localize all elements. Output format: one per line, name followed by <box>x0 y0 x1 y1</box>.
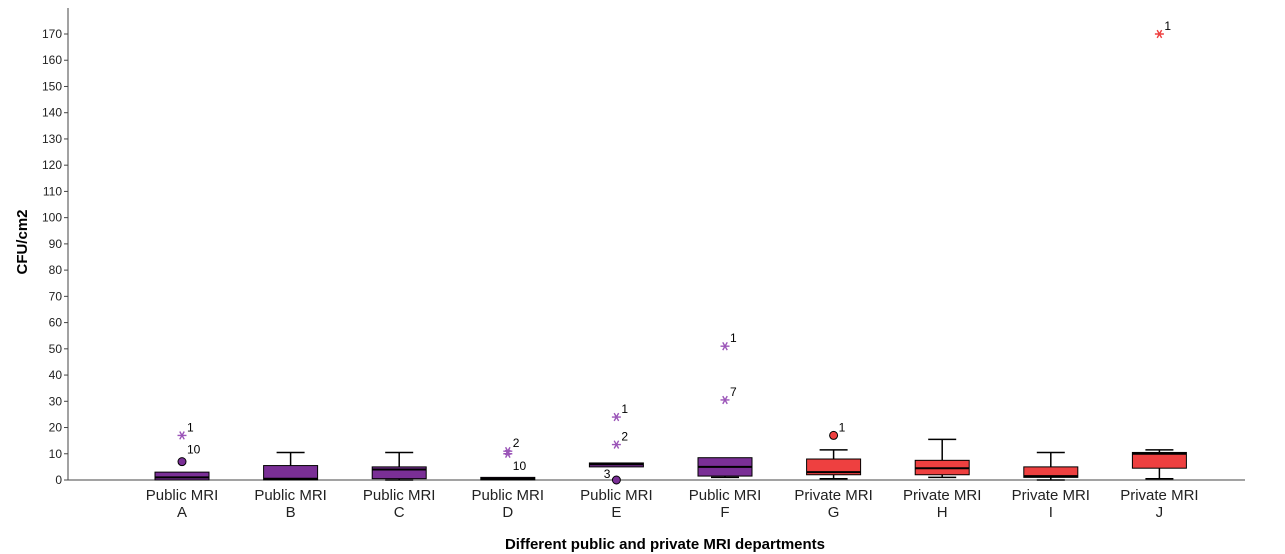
outlier-circle <box>611 475 621 485</box>
outlier-label: 10 <box>513 459 527 473</box>
iqr-box <box>263 465 319 481</box>
x-tick-label: Public MRI <box>146 487 219 504</box>
iqr-box <box>806 458 862 476</box>
iqr-box <box>154 471 210 481</box>
x-tick-label-letter: D <box>502 504 513 521</box>
outlier-label: 7 <box>730 385 737 399</box>
outlier-label: 10 <box>187 443 201 457</box>
outlier-star <box>503 449 513 459</box>
outlier-star <box>720 341 730 351</box>
outlier-label: 1 <box>839 420 846 434</box>
x-tick-label: Private MRI <box>1120 487 1198 504</box>
y-tick-label: 100 <box>42 211 62 225</box>
outlier-label: 2 <box>513 436 520 450</box>
x-tick-label-letter: A <box>177 504 187 521</box>
y-axis-title: CFU/cm2 <box>14 209 31 274</box>
box-f: 17 <box>697 331 753 479</box>
y-tick-label: 0 <box>55 473 62 487</box>
box-h <box>914 438 970 479</box>
box-e: 1 2 3 <box>588 402 644 485</box>
x-tick-label: Public MRI <box>363 487 436 504</box>
iqr-box <box>1131 451 1187 469</box>
x-tick-label: Public MRI <box>689 487 762 504</box>
box-d: 2 10 <box>480 436 536 481</box>
box-g: 1 <box>806 420 862 480</box>
y-tick-label: 20 <box>49 421 63 435</box>
x-axis-title: Different public and private MRI departm… <box>505 536 825 553</box>
y-tick-label: 120 <box>42 158 62 172</box>
y-tick-label: 40 <box>49 368 63 382</box>
outlier-star <box>177 431 187 440</box>
x-tick-label-letter: I <box>1049 504 1053 521</box>
iqr-box <box>371 466 427 480</box>
iqr-box <box>1023 466 1079 478</box>
x-tick-label: Public MRI <box>472 487 545 504</box>
outlier-circle <box>829 430 839 440</box>
x-tick-label-letter: B <box>286 504 296 521</box>
outlier-label: 1 <box>1164 19 1171 33</box>
y-tick-label: 80 <box>49 263 63 277</box>
y-tick-label: 130 <box>42 132 62 146</box>
y-tick-label: 10 <box>49 447 63 461</box>
y-tick-label: 150 <box>42 79 62 93</box>
y-tick-label: 90 <box>49 237 63 251</box>
y-tick-label: 30 <box>49 394 63 408</box>
box-a: 1 10 <box>154 420 210 481</box>
outlier-label: 1 <box>621 402 628 416</box>
x-tick-label: Private MRI <box>794 487 872 504</box>
y-tick-label: 70 <box>49 289 63 303</box>
y-tick-label: 170 <box>42 27 62 41</box>
y-tick-label: 110 <box>43 184 62 198</box>
outlier-star <box>503 446 513 456</box>
x-tick-label-letter: G <box>828 504 840 521</box>
box-c <box>371 451 427 481</box>
x-tick-label: Public MRI <box>254 487 327 504</box>
y-tick-label: 160 <box>42 53 62 67</box>
outlier-label: 1 <box>730 331 737 345</box>
x-tick-label-letter: F <box>720 504 729 521</box>
box-b <box>263 451 319 481</box>
x-tick-label: Public MRI <box>580 487 653 504</box>
outlier-star <box>611 440 621 449</box>
x-tick-label-letter: J <box>1156 504 1164 521</box>
outlier-star <box>611 412 621 422</box>
outlier-label: 3 <box>604 467 611 481</box>
y-axis: 0 10 20 30 40 50 60 70 80 90 100 110 120 130 140 150 160… <box>42 8 69 487</box>
y-tick-label: 60 <box>49 316 63 330</box>
x-tick-label-letter: C <box>394 504 405 521</box>
box-j: 1 <box>1131 19 1187 480</box>
outlier-circle <box>177 457 187 467</box>
x-tick-label: Private MRI <box>1012 487 1090 504</box>
x-tick-label-letter: H <box>937 504 948 521</box>
y-tick-label: 140 <box>42 106 62 120</box>
y-tick-label: 50 <box>49 342 63 356</box>
outlier-label: 1 <box>187 420 194 434</box>
outlier-label: 2 <box>621 430 628 444</box>
outlier-star <box>720 395 730 405</box>
x-tick-label: Private MRI <box>903 487 981 504</box>
outlier-star <box>1154 29 1164 39</box>
x-tick-label-letter: E <box>611 504 621 521</box>
box-i <box>1023 451 1079 481</box>
